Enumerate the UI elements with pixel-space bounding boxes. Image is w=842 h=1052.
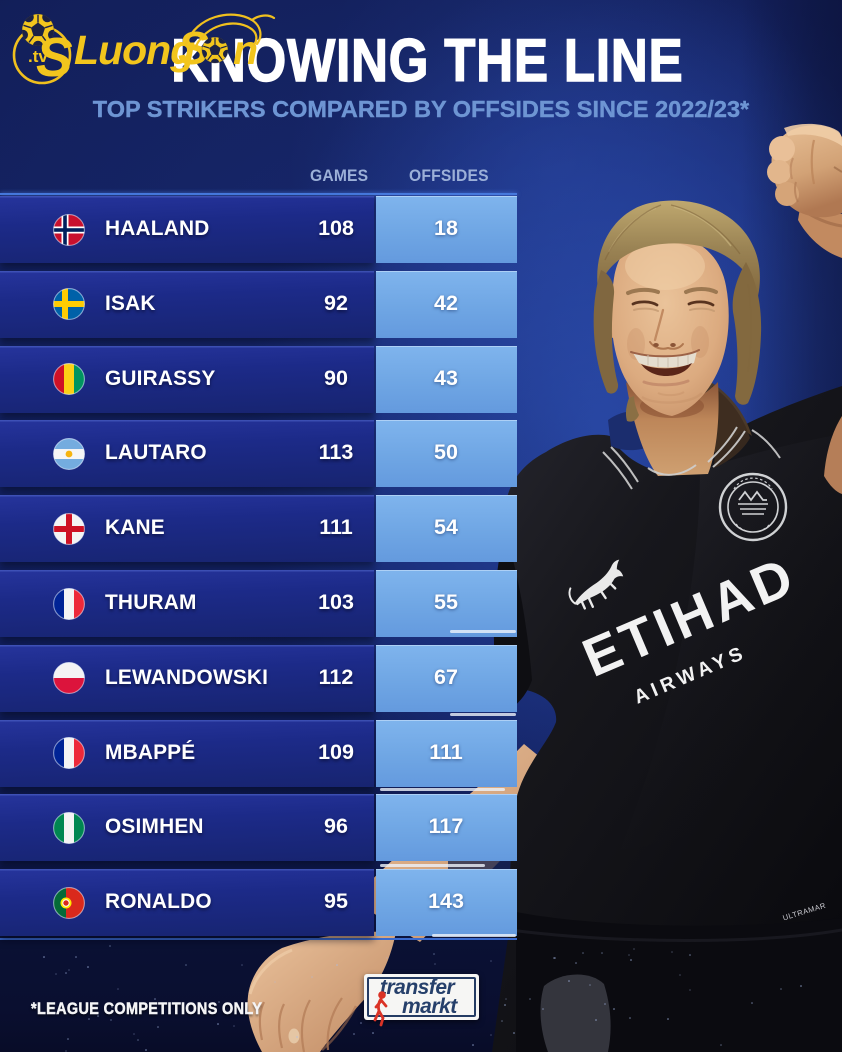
svg-text:n: n bbox=[233, 27, 258, 73]
svg-text:Luong: Luong bbox=[74, 27, 195, 73]
svg-text:S: S bbox=[36, 26, 73, 88]
svg-text:.tv: .tv bbox=[28, 47, 48, 66]
